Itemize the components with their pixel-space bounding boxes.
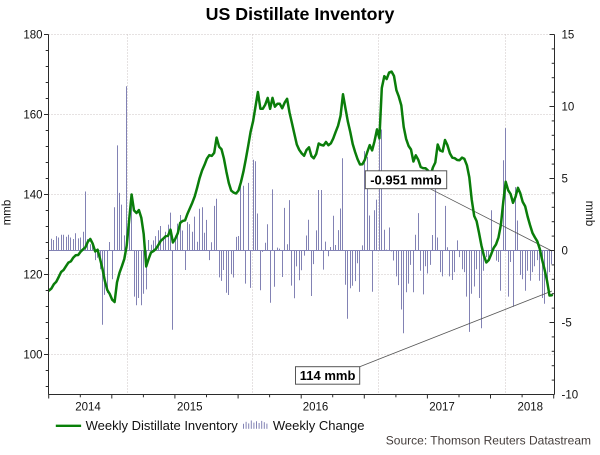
svg-text:2014: 2014 [75, 402, 101, 414]
svg-text:Source: Thomson Reuters Datast: Source: Thomson Reuters Datastream [386, 434, 591, 448]
svg-text:-10: -10 [562, 390, 579, 402]
svg-text:US Distillate Inventory: US Distillate Inventory [206, 4, 395, 24]
svg-text:-0.951 mmb: -0.951 mmb [370, 172, 442, 187]
svg-text:0: 0 [562, 246, 568, 258]
svg-text:100: 100 [23, 350, 42, 362]
svg-text:15: 15 [562, 30, 575, 42]
svg-text:mmb: mmb [583, 201, 595, 227]
svg-text:2015: 2015 [177, 402, 203, 414]
svg-text:114 mmb: 114 mmb [300, 368, 356, 383]
svg-text:-5: -5 [562, 318, 572, 330]
svg-text:2018: 2018 [518, 402, 544, 414]
svg-text:140: 140 [23, 190, 42, 202]
svg-text:Weekly Distillate Inventory: Weekly Distillate Inventory [86, 418, 239, 433]
svg-text:10: 10 [562, 102, 575, 114]
svg-text:5: 5 [562, 174, 568, 186]
svg-text:Weekly Change: Weekly Change [273, 418, 365, 433]
svg-text:mmb: mmb [2, 200, 14, 226]
svg-text:2017: 2017 [429, 402, 455, 414]
svg-text:160: 160 [23, 110, 42, 122]
svg-text:120: 120 [23, 270, 42, 282]
svg-text:180: 180 [23, 30, 42, 42]
svg-text:2016: 2016 [303, 402, 329, 414]
